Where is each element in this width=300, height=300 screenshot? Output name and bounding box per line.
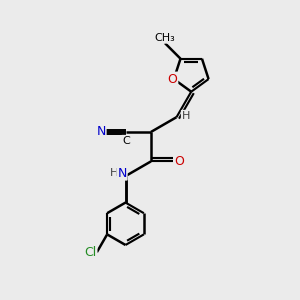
- Text: N: N: [96, 125, 106, 138]
- Text: Cl: Cl: [84, 246, 97, 259]
- Text: O: O: [174, 155, 184, 168]
- Text: H: H: [182, 111, 190, 121]
- Text: C: C: [122, 136, 130, 146]
- Text: N: N: [117, 167, 127, 180]
- Text: H: H: [110, 168, 118, 178]
- Text: CH₃: CH₃: [154, 33, 175, 43]
- Text: O: O: [167, 73, 177, 85]
